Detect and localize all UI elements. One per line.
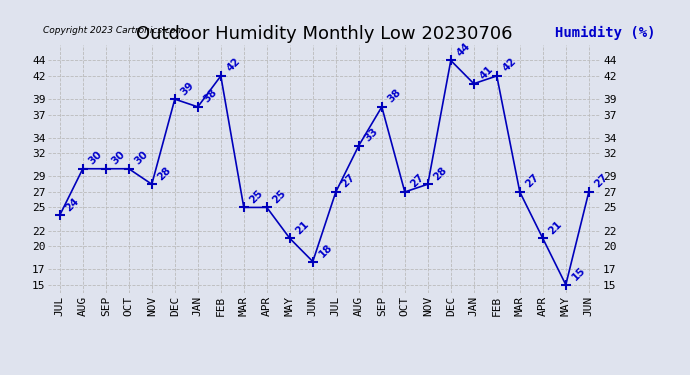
Title: Outdoor Humidity Monthly Low 20230706: Outdoor Humidity Monthly Low 20230706 <box>136 26 513 44</box>
Text: 44: 44 <box>455 41 473 58</box>
Text: 30: 30 <box>133 149 150 166</box>
Text: 27: 27 <box>593 172 611 190</box>
Text: 25: 25 <box>271 188 288 205</box>
Text: 27: 27 <box>524 172 542 190</box>
Text: 38: 38 <box>386 87 403 105</box>
Text: 27: 27 <box>409 172 426 190</box>
Text: 33: 33 <box>363 126 380 143</box>
Text: 27: 27 <box>340 172 357 190</box>
Text: Humidity (%): Humidity (%) <box>555 26 655 40</box>
Text: 28: 28 <box>432 165 449 182</box>
Text: 38: 38 <box>202 87 219 105</box>
Text: 28: 28 <box>156 165 173 182</box>
Text: Copyright 2023 Cartronics.com: Copyright 2023 Cartronics.com <box>43 26 184 35</box>
Text: 41: 41 <box>478 64 495 81</box>
Text: 25: 25 <box>248 188 265 205</box>
Text: 30: 30 <box>87 149 104 166</box>
Text: 15: 15 <box>570 265 587 283</box>
Text: 39: 39 <box>179 80 196 97</box>
Text: 18: 18 <box>317 242 334 260</box>
Text: 21: 21 <box>547 219 564 236</box>
Text: 42: 42 <box>501 56 518 74</box>
Text: 42: 42 <box>225 56 242 74</box>
Text: 21: 21 <box>294 219 311 236</box>
Text: 30: 30 <box>110 149 127 166</box>
Text: 24: 24 <box>64 196 81 213</box>
